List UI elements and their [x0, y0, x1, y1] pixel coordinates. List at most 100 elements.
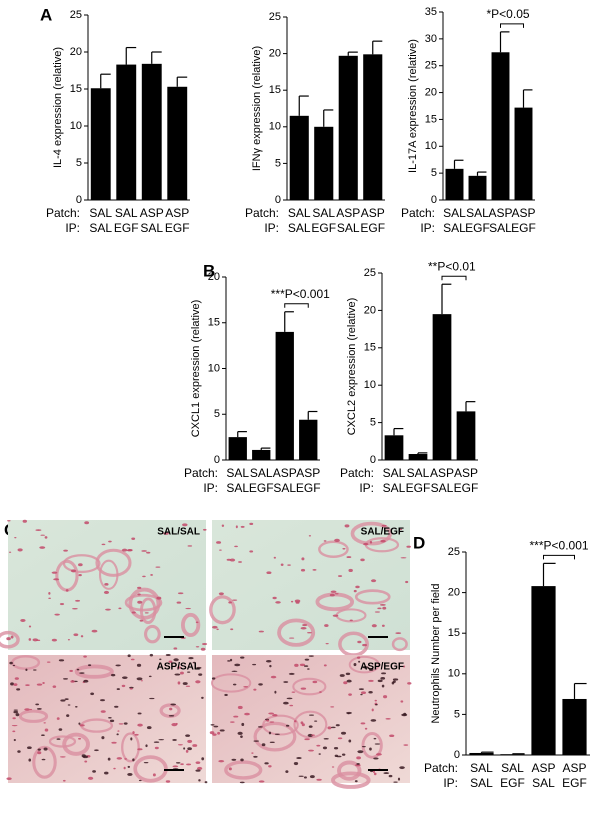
cell-nucleus — [258, 630, 264, 633]
histology-image: ASP/EGF — [209, 655, 412, 789]
cell-nucleus — [392, 680, 396, 683]
y-tick-label: 5 — [214, 408, 220, 420]
cell-nucleus — [195, 646, 200, 648]
cell-nucleus — [219, 729, 225, 732]
cell-nucleus — [275, 601, 281, 604]
cell-nucleus — [289, 704, 294, 707]
bar — [456, 411, 476, 460]
cell-nucleus — [153, 741, 160, 743]
cell-nucleus — [100, 710, 106, 713]
y-tick-label: 0 — [454, 749, 460, 761]
x-tick-label: ASP — [361, 206, 385, 220]
cell-nucleus — [377, 607, 382, 610]
cell-nucleus — [355, 585, 360, 589]
cell-nucleus — [69, 669, 73, 673]
cell-nucleus — [123, 722, 128, 725]
cell-nucleus — [400, 557, 407, 559]
cell-nucleus — [22, 519, 28, 523]
cell-nucleus — [155, 566, 161, 568]
cell-nucleus — [216, 541, 222, 544]
cell-nucleus — [127, 548, 133, 552]
y-tick-label: 10 — [448, 668, 460, 680]
cell-nucleus — [280, 563, 284, 567]
cell-nucleus — [187, 671, 191, 673]
cell-nucleus — [107, 757, 111, 761]
cell-nucleus — [358, 660, 361, 663]
cell-nucleus — [382, 606, 387, 610]
cell-nucleus — [353, 663, 357, 667]
cell-nucleus — [286, 697, 293, 700]
x-tick-label: SAL — [273, 481, 296, 495]
y-tick-label: 15 — [208, 317, 220, 329]
cell-nucleus — [140, 680, 143, 682]
cell-nucleus — [113, 767, 116, 770]
cell-nucleus — [165, 654, 171, 657]
tissue-structure — [253, 721, 297, 752]
bar-chart: 0 5 10 15 20 25 IL-4 expression (relative) Patc… — [46, 9, 190, 235]
cell-nucleus — [311, 734, 315, 736]
cell-nucleus — [268, 765, 272, 768]
row-label: IP: — [420, 221, 435, 235]
cell-nucleus — [239, 781, 245, 784]
cell-nucleus — [257, 726, 263, 728]
image-label: ASP/EGF — [360, 662, 404, 673]
cell-nucleus — [118, 607, 122, 610]
cell-nucleus — [337, 737, 343, 740]
cell-nucleus — [150, 574, 153, 576]
cell-nucleus — [370, 579, 377, 583]
y-tick-label: 10 — [269, 121, 281, 133]
cell-nucleus — [300, 687, 307, 690]
y-tick-label: 20 — [364, 304, 376, 316]
cell-nucleus — [187, 545, 193, 547]
cell-nucleus — [192, 661, 196, 664]
cell-nucleus — [115, 664, 121, 667]
row-label: Patch: — [401, 206, 435, 220]
cell-nucleus — [314, 720, 318, 722]
bar — [469, 752, 494, 755]
cell-nucleus — [217, 731, 221, 735]
cell-nucleus — [171, 723, 178, 727]
tissue-structure — [180, 612, 201, 638]
cell-nucleus — [182, 523, 188, 527]
cell-nucleus — [364, 727, 368, 730]
cell-nucleus — [201, 696, 204, 699]
y-tick-label: 10 — [364, 379, 376, 391]
cell-nucleus — [374, 703, 378, 706]
y-tick-label: 0 — [214, 454, 220, 466]
bar — [384, 435, 404, 460]
x-tick-label: ASP — [531, 761, 555, 775]
cell-nucleus — [380, 539, 386, 543]
cell-nucleus — [348, 739, 352, 743]
cell-nucleus — [37, 748, 41, 751]
cell-nucleus — [397, 777, 401, 781]
cell-nucleus — [56, 717, 60, 720]
cell-nucleus — [266, 571, 272, 574]
bar — [432, 314, 452, 460]
cell-nucleus — [123, 766, 126, 770]
cell-nucleus — [154, 746, 159, 750]
cell-nucleus — [48, 592, 51, 595]
cell-nucleus — [356, 756, 362, 760]
y-tick-label: 5 — [76, 157, 82, 169]
cell-nucleus — [269, 664, 272, 668]
cell-nucleus — [13, 683, 18, 686]
tissue-structure — [32, 745, 57, 779]
cell-nucleus — [360, 722, 366, 725]
cell-nucleus — [121, 548, 128, 552]
x-tick-label: EGF — [311, 221, 336, 235]
cell-nucleus — [393, 781, 398, 783]
panel-letter: B — [203, 261, 215, 280]
cell-nucleus — [218, 759, 225, 763]
cell-nucleus — [25, 684, 30, 686]
cell-nucleus — [347, 712, 350, 715]
x-tick-label: EGF — [454, 481, 479, 495]
y-tick-label: 10 — [208, 362, 220, 374]
x-tick-label: ASP — [454, 466, 478, 480]
cell-nucleus — [243, 686, 249, 688]
cell-nucleus — [360, 693, 363, 696]
cell-nucleus — [212, 625, 218, 629]
cell-nucleus — [253, 740, 260, 742]
cell-nucleus — [70, 569, 77, 573]
cell-nucleus — [173, 647, 178, 650]
row-label: Patch: — [424, 761, 458, 775]
